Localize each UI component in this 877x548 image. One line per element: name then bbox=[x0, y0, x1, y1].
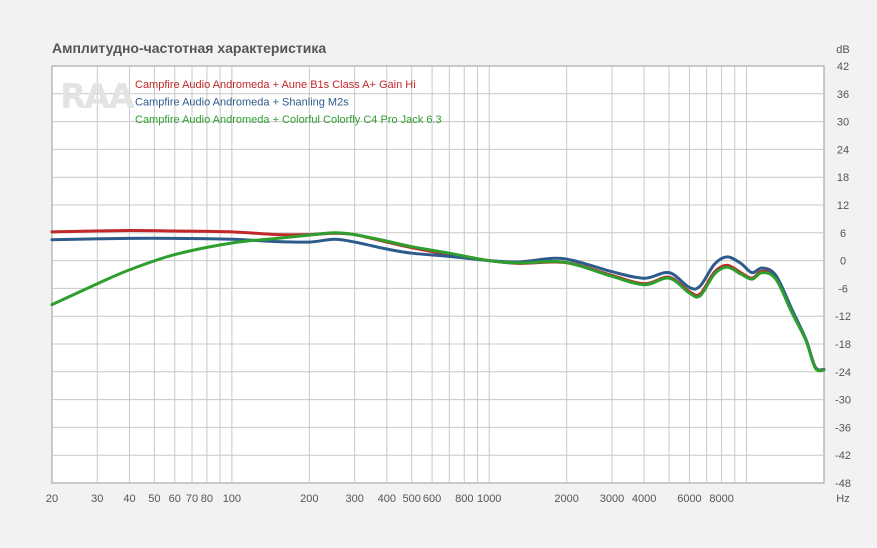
y-tick-label: -36 bbox=[835, 422, 851, 434]
x-tick-label: 100 bbox=[223, 493, 241, 505]
x-axis-ticks: 20 30 40 50 60 70 80 100 200 300 400 500 600 800 1000 2… bbox=[46, 493, 734, 505]
x-tick-label: 200 bbox=[300, 493, 318, 505]
y-tick-label: -48 bbox=[835, 478, 851, 490]
y-tick-label: 12 bbox=[837, 200, 849, 212]
series-line-3 bbox=[50, 231, 826, 373]
y-tick-label: -30 bbox=[835, 395, 851, 407]
y-tick-label: 30 bbox=[837, 117, 849, 129]
x-tick-label: 80 bbox=[201, 493, 213, 505]
y-tick-label: 18 bbox=[837, 172, 849, 184]
chart-title: Амплитудно-частотная характеристика bbox=[52, 40, 326, 56]
x-tick-label: 20 bbox=[46, 493, 58, 505]
plot-area bbox=[51, 65, 825, 484]
x-tick-label: 30 bbox=[91, 493, 103, 505]
y-tick-label: -18 bbox=[835, 339, 851, 351]
legend: Campfire Audio Andromeda + Aune B1s Clas… bbox=[135, 79, 442, 126]
y-tick-label: -6 bbox=[838, 283, 848, 295]
y-tick-label: 36 bbox=[837, 89, 849, 101]
x-tick-label: 8000 bbox=[709, 493, 733, 505]
x-tick-label: 300 bbox=[345, 493, 363, 505]
y-tick-label: 0 bbox=[840, 256, 846, 268]
legend-entry-1: Campfire Audio Andromeda + Aune B1s Clas… bbox=[135, 79, 416, 91]
x-tick-label: 50 bbox=[148, 493, 160, 505]
x-tick-label: 40 bbox=[123, 493, 135, 505]
x-unit-label: Hz bbox=[836, 493, 849, 505]
legend-entry-3: Campfire Audio Andromeda + Colorful Colo… bbox=[135, 114, 442, 126]
x-tick-label: 2000 bbox=[554, 493, 578, 505]
y-tick-label: 24 bbox=[837, 144, 849, 156]
x-tick-label: 600 bbox=[423, 493, 441, 505]
y-unit-label: dB bbox=[836, 44, 849, 56]
x-tick-label: 70 bbox=[186, 493, 198, 505]
y-tick-label: 42 bbox=[837, 61, 849, 73]
legend-entry-2: Campfire Audio Andromeda + Shanling M2s bbox=[135, 97, 349, 109]
y-tick-label: -12 bbox=[835, 311, 851, 323]
grid-lines bbox=[52, 66, 824, 483]
x-tick-label: 6000 bbox=[677, 493, 701, 505]
x-tick-label: 60 bbox=[169, 493, 181, 505]
series-curves bbox=[50, 228, 826, 373]
y-tick-label: -42 bbox=[835, 450, 851, 462]
y-tick-label: -24 bbox=[835, 367, 851, 379]
x-tick-label: 1000 bbox=[477, 493, 501, 505]
y-axis-ticks: 42 36 30 24 18 12 6 0 -6 -12 -18 -24 -30 -36 -42 -48 bbox=[835, 61, 851, 490]
x-tick-label: 800 bbox=[455, 493, 473, 505]
x-tick-label: 3000 bbox=[600, 493, 624, 505]
watermark-logo: RAA bbox=[60, 77, 135, 117]
x-tick-label: 4000 bbox=[632, 493, 656, 505]
x-tick-label: 500 bbox=[403, 493, 421, 505]
series-line-2 bbox=[50, 236, 826, 372]
x-tick-label: 400 bbox=[378, 493, 396, 505]
y-tick-label: 6 bbox=[840, 228, 846, 240]
